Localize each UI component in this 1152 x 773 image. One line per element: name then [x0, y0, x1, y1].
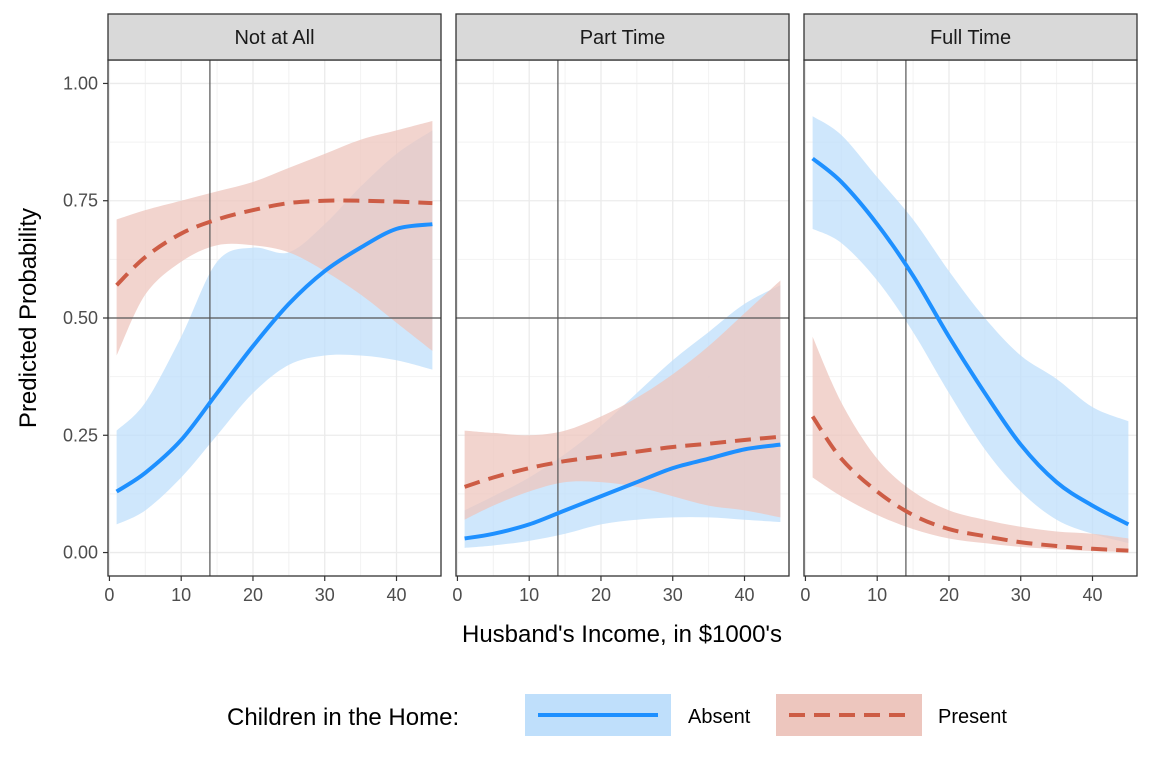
series-line-present [463, 434, 781, 489]
series-line-absent [811, 156, 1130, 527]
x-tick-label: 0 [800, 585, 810, 605]
x-tick-label: 0 [104, 585, 114, 605]
legend-label: Absent [688, 706, 751, 728]
legend-label: Present [938, 706, 1007, 728]
x-tick-label: 20 [591, 585, 611, 605]
facet-strip-label: Full Time [930, 27, 1011, 49]
x-tick-label: 20 [939, 585, 959, 605]
series-line-present [115, 198, 433, 287]
facet-panel: Full Time 0 10 20 30 40 [800, 13, 1138, 605]
facet-strip [107, 13, 442, 61]
y-tick-label: 0.75 [63, 191, 98, 211]
x-tick-label: 20 [243, 585, 263, 605]
facet-strip-label: Part Time [580, 27, 666, 49]
legend-title: Children in the Home: [227, 704, 459, 731]
facet-strip [803, 13, 1138, 61]
x-tick-label: 30 [1011, 585, 1031, 605]
x-tick-label: 30 [663, 585, 683, 605]
confidence-ribbon-present [116, 120, 433, 356]
x-tick-label: 0 [452, 585, 462, 605]
confidence-ribbon-absent [812, 116, 1129, 544]
y-axis-title: Predicted Probability [15, 208, 42, 428]
legend: Children in the Home: Absent Present [227, 694, 1007, 736]
y-tick-label: 0.25 [63, 425, 98, 445]
y-tick-label: 1.00 [63, 73, 98, 93]
x-tick-label: 40 [386, 585, 406, 605]
x-tick-label: 30 [315, 585, 335, 605]
x-tick-label: 40 [1082, 585, 1102, 605]
legend-item-present: Present [776, 694, 1007, 736]
panels-layer: Not at All 0 10 20 30 40 0.00 0.25 0.50 0.75 1.00 P… [63, 13, 1138, 605]
x-tick-label: 10 [867, 585, 887, 605]
series-line-absent [464, 442, 781, 541]
facet-strip-label: Not at All [234, 27, 314, 49]
x-tick-label: 40 [734, 585, 754, 605]
x-axis-title: Husband's Income, in $1000's [462, 621, 782, 648]
confidence-ribbon-present [812, 336, 1129, 553]
facet-strip [455, 13, 790, 61]
legend-item-absent: Absent [525, 694, 751, 736]
facet-panel: Not at All 0 10 20 30 40 0.00 0.25 0.50 0.75 1.00 [63, 13, 442, 605]
y-tick-label: 0.50 [63, 308, 98, 328]
x-tick-label: 10 [171, 585, 191, 605]
y-tick-label: 0.00 [63, 543, 98, 563]
legend-items: Absent Present [525, 694, 1007, 736]
facet-panel: Part Time 0 10 20 30 40 [452, 13, 790, 605]
series-line-absent [115, 222, 433, 494]
series-line-present [810, 415, 1129, 553]
x-tick-label: 10 [519, 585, 539, 605]
